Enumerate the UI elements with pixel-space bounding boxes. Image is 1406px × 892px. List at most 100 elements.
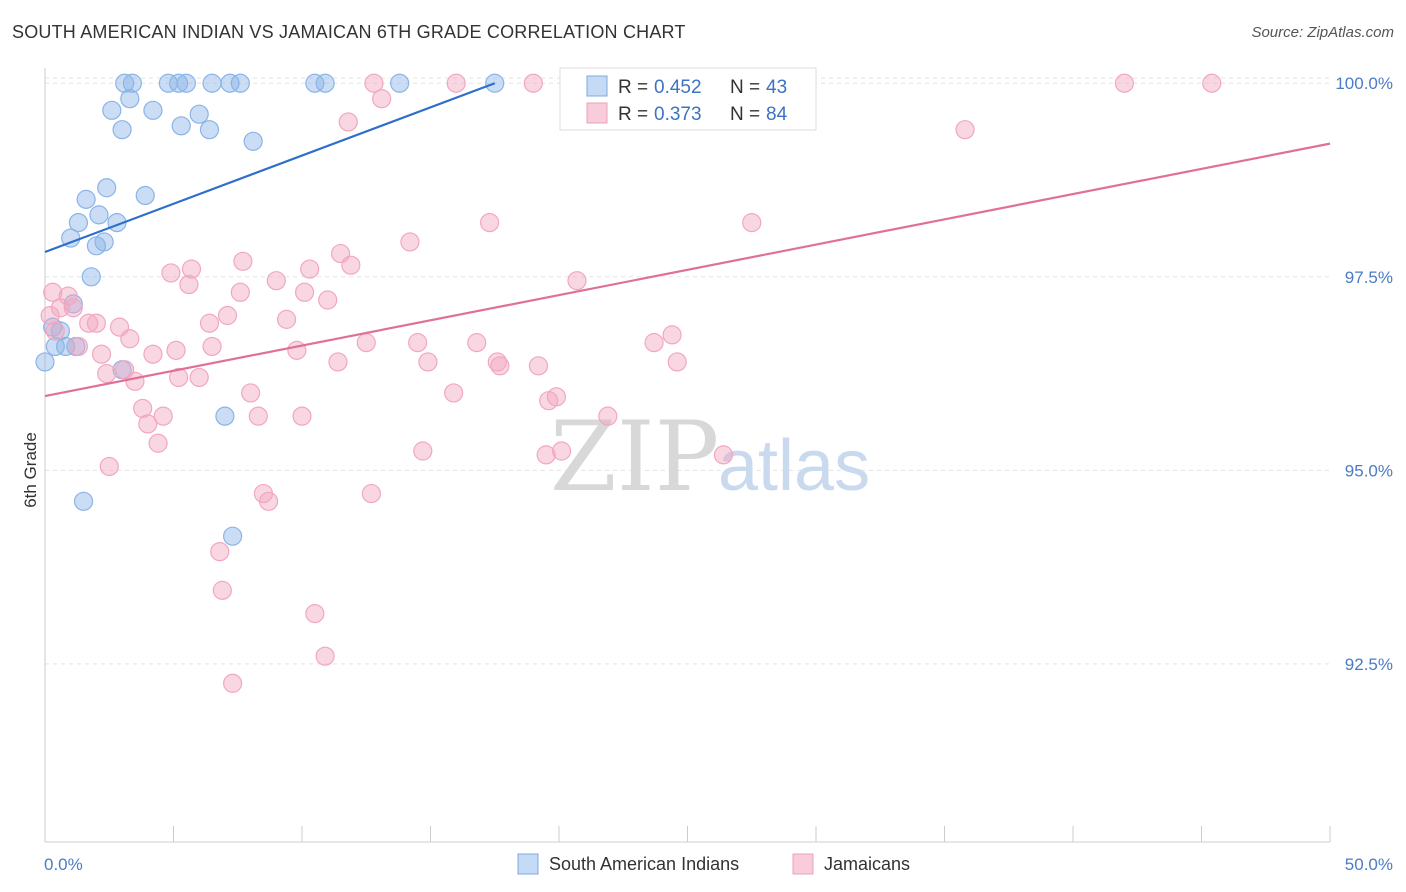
data-point bbox=[523, 73, 543, 93]
data-point bbox=[372, 89, 392, 109]
data-point bbox=[536, 445, 556, 465]
data-point bbox=[97, 363, 117, 384]
legend-r-label-2: R = bbox=[618, 104, 648, 125]
data-point bbox=[89, 205, 109, 225]
data-point bbox=[356, 333, 376, 353]
data-point bbox=[35, 352, 55, 372]
data-point bbox=[43, 282, 63, 302]
data-point bbox=[667, 352, 687, 372]
data-point bbox=[230, 73, 250, 93]
data-point bbox=[148, 433, 168, 453]
data-point bbox=[258, 491, 279, 511]
legend-swatch-blue bbox=[586, 75, 608, 97]
chart-title: SOUTH AMERICAN INDIAN VS JAMAICAN 6TH GR… bbox=[12, 22, 686, 42]
legend-n-value-1: 43 bbox=[766, 77, 787, 98]
axes bbox=[44, 68, 1331, 843]
data-point bbox=[153, 406, 173, 426]
legend-n-label-2: N = bbox=[730, 104, 760, 125]
data-point bbox=[50, 321, 71, 341]
data-point bbox=[955, 120, 975, 140]
data-point bbox=[86, 313, 107, 333]
data-point bbox=[97, 178, 117, 198]
data-point bbox=[418, 352, 438, 372]
data-point bbox=[189, 367, 209, 388]
data-point bbox=[169, 367, 189, 388]
data-point bbox=[287, 340, 307, 360]
data-point bbox=[212, 580, 232, 600]
legend-r-label-1: R = bbox=[618, 77, 648, 98]
watermark: ZIP atlas bbox=[550, 401, 870, 513]
data-point bbox=[122, 73, 142, 93]
series-legend: South American Indians Jamaicans bbox=[517, 853, 910, 875]
data-point bbox=[220, 73, 240, 93]
data-point bbox=[217, 305, 238, 326]
data-point bbox=[189, 104, 209, 124]
data-point bbox=[76, 189, 96, 209]
data-point bbox=[364, 73, 384, 93]
data-point bbox=[248, 406, 268, 426]
data-point bbox=[338, 112, 358, 132]
data-point bbox=[169, 73, 189, 93]
trend-lines bbox=[44, 82, 1331, 398]
data-point bbox=[413, 441, 433, 461]
data-point bbox=[125, 371, 145, 391]
series-jamaicans bbox=[40, 73, 1222, 693]
legend-r-value-1: 0.452 bbox=[654, 77, 702, 98]
legend-n-label-1: N = bbox=[730, 77, 760, 98]
y-tick-label: 92.5% bbox=[1345, 655, 1393, 674]
data-point bbox=[81, 267, 101, 287]
data-point bbox=[143, 100, 163, 120]
data-point bbox=[120, 329, 140, 349]
data-point bbox=[102, 100, 122, 120]
data-point bbox=[215, 406, 235, 426]
x-tick-label: 0.0% bbox=[44, 855, 83, 874]
data-point bbox=[644, 333, 664, 353]
grid-lines bbox=[45, 77, 1330, 665]
y-tick-label: 97.5% bbox=[1345, 268, 1393, 287]
data-point bbox=[210, 542, 230, 562]
data-point bbox=[199, 120, 220, 140]
data-point bbox=[202, 336, 222, 357]
data-point bbox=[223, 526, 243, 546]
data-point bbox=[45, 336, 65, 357]
data-point bbox=[181, 259, 202, 279]
data-point bbox=[99, 456, 119, 477]
data-point bbox=[315, 646, 335, 666]
data-point bbox=[390, 73, 410, 93]
legend-n-value-2: 84 bbox=[766, 104, 788, 125]
data-point bbox=[546, 387, 567, 407]
data-point bbox=[551, 441, 572, 461]
data-point bbox=[199, 313, 220, 333]
data-point bbox=[318, 290, 338, 310]
data-point bbox=[292, 406, 312, 426]
data-point bbox=[713, 445, 734, 465]
data-point bbox=[79, 313, 99, 333]
data-point bbox=[467, 333, 487, 353]
data-point bbox=[276, 309, 297, 329]
data-point bbox=[528, 356, 549, 376]
data-point bbox=[662, 325, 682, 345]
data-point bbox=[58, 286, 78, 306]
data-point bbox=[230, 282, 250, 302]
data-point bbox=[444, 383, 464, 403]
data-point bbox=[94, 232, 114, 252]
y-tick-label: 100.0% bbox=[1335, 74, 1393, 93]
legend-label-south-american-indians: South American Indians bbox=[549, 854, 739, 874]
data-point bbox=[171, 116, 191, 136]
data-point bbox=[63, 298, 83, 318]
data-point bbox=[480, 212, 500, 233]
data-point bbox=[176, 73, 196, 93]
data-point bbox=[68, 336, 89, 357]
legend-label-jamaicans: Jamaicans bbox=[824, 854, 910, 874]
data-point bbox=[361, 483, 381, 504]
data-point bbox=[294, 282, 315, 302]
trend-line bbox=[44, 82, 496, 254]
data-point bbox=[138, 414, 158, 434]
data-point bbox=[266, 271, 286, 291]
data-point bbox=[135, 185, 155, 206]
data-point bbox=[567, 271, 587, 291]
data-point bbox=[243, 131, 263, 151]
data-point bbox=[742, 212, 762, 233]
data-point bbox=[341, 255, 361, 275]
